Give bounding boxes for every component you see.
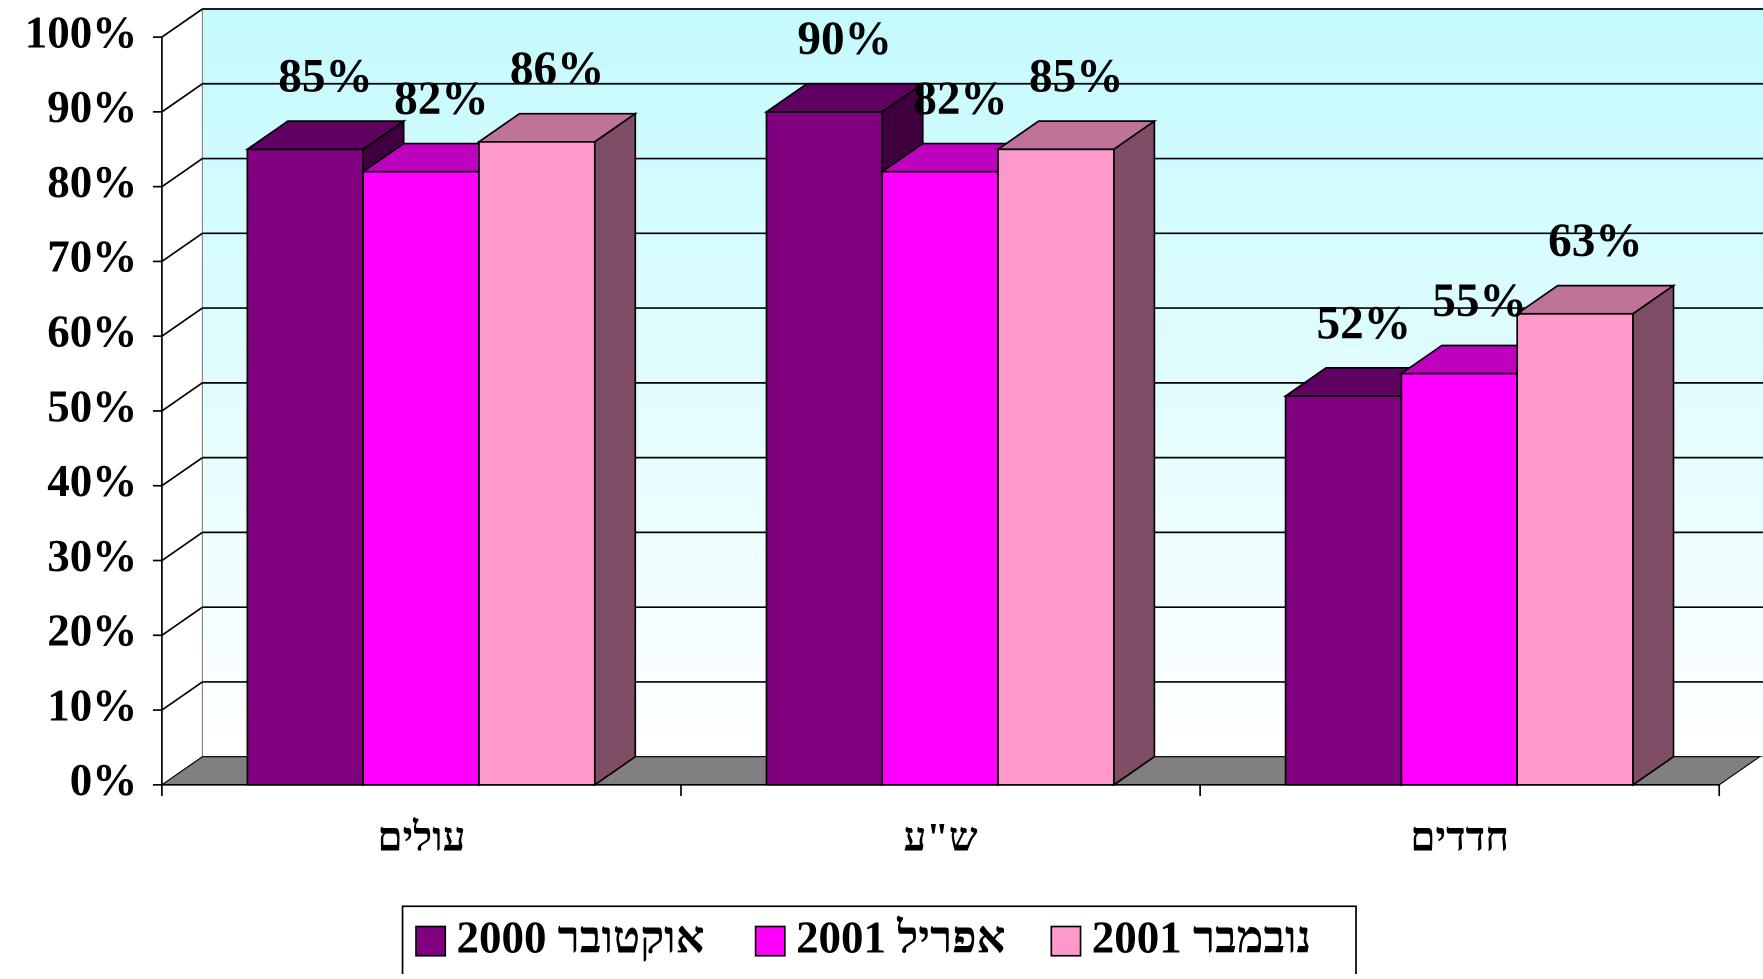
y-tick-label: 80% — [47, 157, 137, 207]
data-label: 86% — [510, 43, 604, 95]
data-label: 85% — [278, 51, 372, 103]
y-tick-label: 50% — [47, 381, 137, 431]
data-label: 90% — [797, 13, 891, 65]
data-label: 82% — [913, 73, 1007, 125]
y-tick-label: 20% — [47, 606, 137, 656]
bar-side — [1632, 284, 1675, 787]
legend-swatch — [754, 925, 786, 957]
data-label: 55% — [1432, 275, 1526, 327]
y-tick-label: 10% — [47, 680, 137, 730]
bar — [1400, 372, 1519, 786]
grid-line — [161, 157, 203, 188]
bar — [362, 170, 480, 786]
legend-label: אוקטובר 2000 — [457, 913, 705, 963]
grid-line — [161, 456, 203, 487]
bar — [765, 111, 884, 786]
grid-line — [161, 382, 203, 412]
bar-group — [476, 112, 638, 787]
grid-line — [161, 232, 203, 263]
bar — [881, 170, 999, 786]
grid-line — [161, 531, 203, 562]
bar — [997, 148, 1115, 786]
y-tick-label: 30% — [47, 531, 137, 581]
bar — [1516, 312, 1634, 786]
x-tick-label: ש"ע — [904, 814, 978, 859]
bar-group — [995, 119, 1158, 787]
x-tick-label: עולים — [377, 814, 465, 859]
grid-line — [161, 8, 203, 38]
y-tick-label: 100% — [25, 7, 137, 57]
bar — [246, 148, 365, 786]
bar-side — [593, 112, 637, 787]
grid-line — [161, 681, 203, 711]
legend-swatch — [415, 925, 447, 957]
legend-label: נובמבר 2001 — [1092, 913, 1311, 963]
data-label: 63% — [1548, 215, 1642, 267]
legend — [401, 905, 1357, 979]
grid-line — [161, 606, 203, 636]
grid-line — [161, 83, 203, 113]
bar — [1284, 395, 1403, 786]
bar-side — [1113, 119, 1156, 787]
y-tick-label: 40% — [47, 456, 137, 506]
legend-label: אפריל 2001 — [796, 913, 1005, 963]
grid-line — [161, 307, 203, 337]
data-label: 85% — [1029, 51, 1123, 103]
y-tick-label: 90% — [47, 82, 137, 132]
bar — [478, 140, 596, 786]
legend-swatch — [1050, 925, 1082, 957]
bar-group — [1514, 284, 1677, 787]
y-tick-label: 0% — [70, 755, 137, 805]
data-label: 52% — [1316, 297, 1410, 349]
x-tick-label: חדדים — [1410, 814, 1509, 859]
data-label: 82% — [394, 73, 488, 125]
y-tick-label: 60% — [47, 307, 137, 357]
y-tick-label: 70% — [47, 232, 137, 282]
